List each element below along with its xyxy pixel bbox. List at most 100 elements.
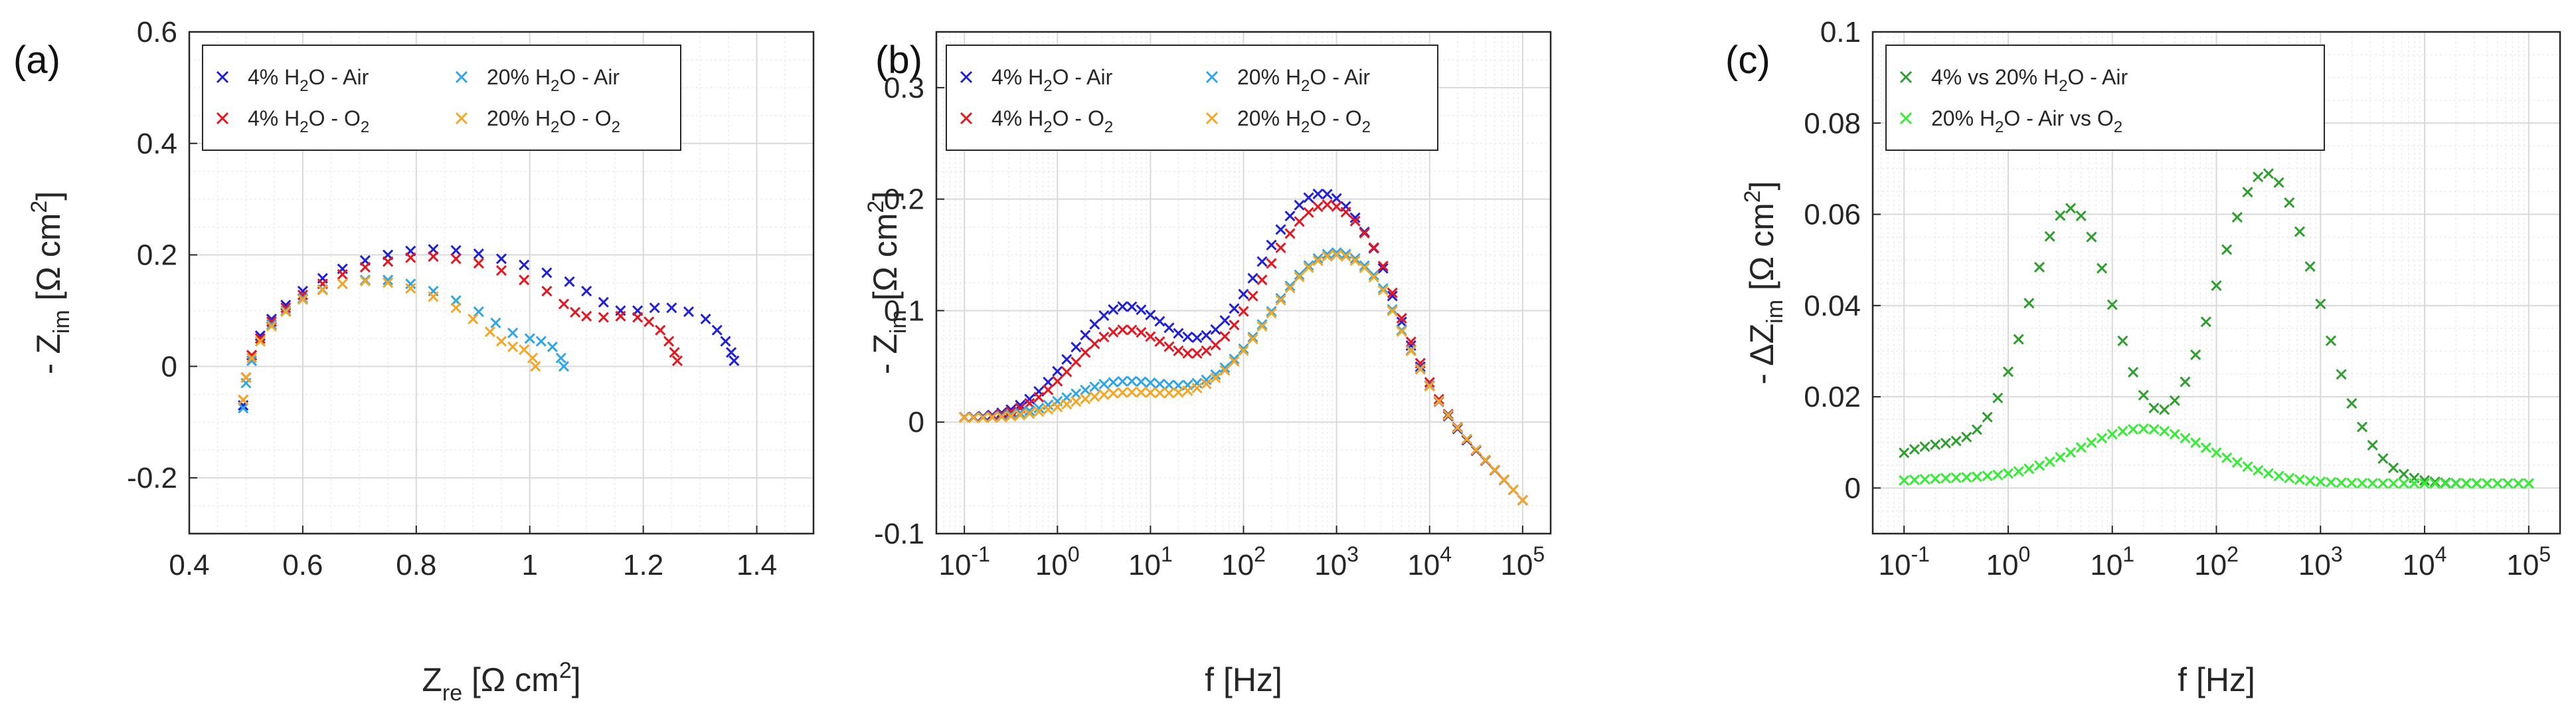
x-tick-label: 0.6 <box>282 549 323 581</box>
x-tick-label: 104 <box>1407 542 1452 581</box>
panel-label: (a) <box>13 39 60 82</box>
data-point <box>1424 377 1435 388</box>
data-point <box>2211 280 2222 291</box>
data-point <box>1322 251 1333 262</box>
data-point <box>1145 377 1156 389</box>
y-tick-label: -0.1 <box>874 518 924 550</box>
data-point <box>1489 464 1500 476</box>
data-point <box>2138 389 2149 401</box>
data-point <box>1266 239 1277 251</box>
data-point <box>1294 271 1305 282</box>
data-point <box>1312 188 1324 199</box>
data-point <box>1071 388 1082 399</box>
data-point <box>1331 247 1342 258</box>
y-axis-label: - ΔZim [Ω cm2] <box>1740 181 1788 384</box>
data-point <box>2128 367 2139 378</box>
legend-marker <box>1205 70 1219 84</box>
y-tick-label: 0.02 <box>1804 381 1861 413</box>
data-point <box>1982 470 1993 482</box>
data-point <box>2055 452 2066 463</box>
data-point <box>519 274 530 286</box>
data-point <box>1950 435 1962 447</box>
data-point <box>1322 189 1333 200</box>
data-point <box>2304 475 2316 486</box>
data-point <box>530 361 541 372</box>
data-point <box>2190 349 2201 360</box>
data-point <box>1173 328 1184 339</box>
data-point <box>1210 369 1221 380</box>
data-point <box>2075 442 2087 453</box>
panel-label: (c) <box>1725 39 1770 82</box>
data-point <box>1163 379 1175 391</box>
data-point <box>238 403 249 414</box>
data-point <box>1108 326 1119 338</box>
data-point <box>1442 409 1454 421</box>
data-point <box>1256 320 1268 332</box>
data-point <box>2148 402 2160 413</box>
data-point <box>1098 310 1110 321</box>
x-tick-label: 102 <box>1221 542 1266 581</box>
data-point <box>2242 461 2253 472</box>
data-point <box>1359 227 1370 239</box>
data-point <box>2128 424 2139 435</box>
data-point <box>2273 177 2284 188</box>
data-point <box>711 324 723 336</box>
data-point <box>405 282 416 294</box>
data-point <box>564 276 575 287</box>
legend-entry: 20% H2O - O2 <box>487 106 620 136</box>
data-point <box>1154 316 1165 327</box>
data-point <box>1303 192 1314 203</box>
data-point <box>1210 340 1221 351</box>
data-point <box>2169 429 2180 440</box>
data-point <box>359 275 371 287</box>
data-point <box>1061 399 1073 410</box>
data-point <box>1424 381 1435 392</box>
data-point <box>1377 284 1389 296</box>
data-point <box>1470 444 1482 456</box>
data-point <box>1930 473 1941 484</box>
data-point <box>1368 242 1379 253</box>
data-point <box>683 306 695 318</box>
data-point <box>359 261 371 273</box>
data-point <box>1331 201 1342 212</box>
data-point <box>2221 452 2233 463</box>
data-point <box>1108 387 1119 399</box>
data-point <box>2346 397 2358 409</box>
data-point <box>1405 346 1417 357</box>
y-tick-label: 0 <box>161 350 177 383</box>
data-point <box>1256 274 1268 286</box>
data-point <box>450 253 462 264</box>
x-tick-label: 102 <box>2194 542 2239 581</box>
data-point <box>1061 354 1073 365</box>
data-point <box>1052 365 1063 377</box>
data-point <box>1052 375 1063 387</box>
legend-entry: 20% H2O - Air vs O2 <box>1931 106 2122 136</box>
legend-box <box>202 45 681 151</box>
data-point <box>266 320 277 332</box>
data-point <box>519 344 530 356</box>
data-point <box>1415 363 1426 375</box>
data-point <box>1992 392 2004 403</box>
data-point <box>297 294 308 305</box>
data-point <box>2148 424 2160 435</box>
data-point <box>1349 255 1361 266</box>
y-tick-label: 0.08 <box>1804 107 1861 140</box>
data-point <box>644 316 655 328</box>
data-point <box>1182 331 1193 343</box>
data-point <box>2211 447 2222 459</box>
data-point <box>1275 294 1286 306</box>
data-point <box>2346 477 2358 488</box>
data-point <box>428 291 439 302</box>
data-point <box>1284 280 1296 292</box>
data-point <box>1201 374 1212 385</box>
data-point <box>2325 476 2337 488</box>
data-point <box>2159 425 2170 437</box>
panel-c: (c) 10-1 100 101 102 103 104 105 0 0.02 0.04 0.06 0.… <box>1725 16 2561 698</box>
data-point <box>1126 324 1138 336</box>
series-dark_green <box>1899 168 2534 489</box>
data-point <box>2492 478 2503 489</box>
data-point <box>1294 216 1305 227</box>
data-point <box>2044 231 2055 242</box>
x-tick-label: 103 <box>1314 542 1359 581</box>
data-point <box>280 302 292 314</box>
